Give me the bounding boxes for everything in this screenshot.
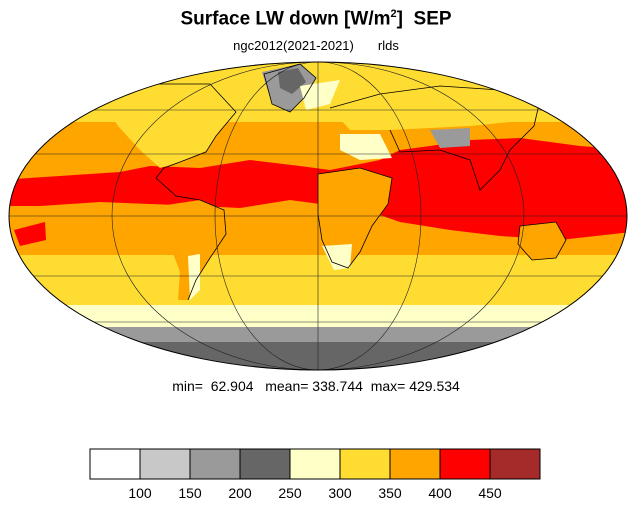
- colorbar-swatch: [189, 448, 241, 480]
- colorbar-swatch: [339, 448, 391, 480]
- colorbar-swatch: [89, 448, 141, 480]
- graticule: [9, 62, 627, 370]
- colorbar-tick-label: 250: [278, 485, 302, 501]
- colorbar-tick-label: 400: [428, 485, 452, 501]
- colorbar-swatch: [489, 448, 541, 480]
- run-label: ngc2012(2021-2021): [233, 38, 354, 53]
- colorbar-swatch: [389, 448, 441, 480]
- plot-title: Surface LW down [W/m2] SEP: [180, 8, 452, 30]
- colorbar-swatch: [239, 448, 291, 480]
- colorbar-tick-label: 350: [378, 485, 402, 501]
- plot-subtitle: ngc2012(2021-2021) rlds: [0, 38, 632, 53]
- colorbar-swatch: [139, 448, 191, 480]
- colorbar-tick-label: 300: [328, 485, 352, 501]
- colorbar-tick-label: 150: [178, 485, 202, 501]
- coastlines: [109, 63, 567, 301]
- colorbar-tick-label: 200: [228, 485, 252, 501]
- variable-label: rlds: [377, 38, 399, 53]
- colorbar-swatch: [439, 448, 491, 480]
- colorbar-swatch: [289, 448, 341, 480]
- map-outline: [8, 61, 628, 371]
- colorbar-tick-label: 100: [128, 485, 152, 501]
- colorbar-tick-label: 450: [478, 485, 502, 501]
- stats-line: min= 62.904 mean= 338.744 max= 429.534: [172, 378, 460, 394]
